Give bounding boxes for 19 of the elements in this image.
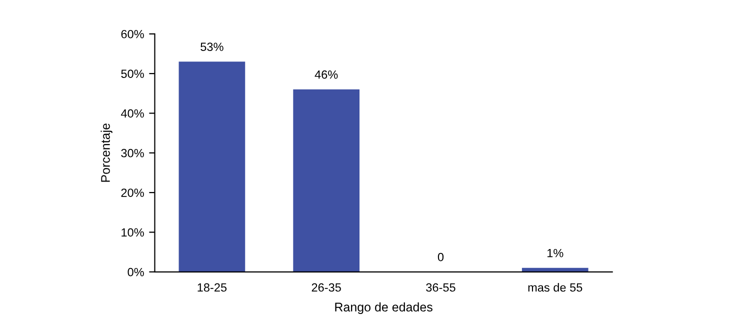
y-tick-label: 60%	[121, 30, 144, 38]
y-tick-label: 10%	[122, 228, 144, 237]
y-axis-title: Porcentaje	[100, 124, 112, 182]
x-tick-label: 36-55	[426, 283, 456, 292]
data-label: 1%	[547, 248, 564, 258]
x-tick-label: 18-25	[198, 283, 227, 292]
data-label: 0	[438, 252, 444, 262]
x-tick-label: mas de 55	[528, 282, 582, 292]
y-tick-label: 30%	[121, 148, 144, 158]
y-tick-label: 20%	[121, 188, 144, 197]
y-tick-label: 50%	[121, 70, 144, 78]
y-tick-label: 40%	[120, 109, 144, 118]
x-axis-title: Rango de edades	[335, 302, 432, 314]
data-label: 53%	[200, 42, 224, 51]
bar	[178, 62, 246, 272]
bar	[293, 89, 360, 272]
y-tick-label: 0%	[128, 268, 144, 276]
x-tick-label: 26-35	[312, 283, 341, 292]
data-label: 46%	[314, 70, 338, 79]
